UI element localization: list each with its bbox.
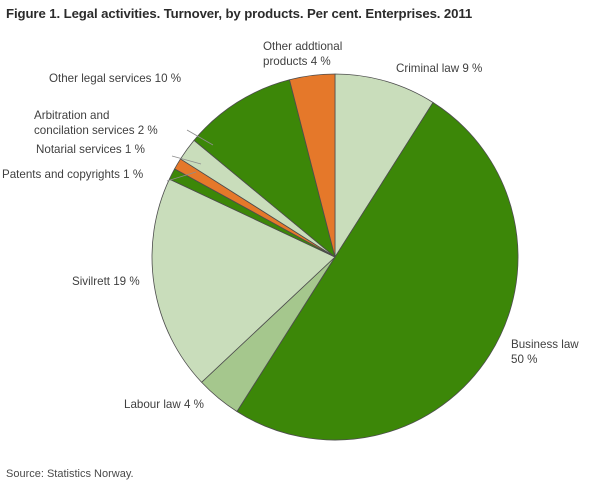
slice-label-arbitration: Arbitration and concilation services 2 % — [34, 109, 158, 137]
slice-label-labour-law: Labour law 4 % — [124, 398, 204, 411]
page-title: Figure 1. Legal activities. Turnover, by… — [6, 6, 473, 21]
leader-line-patents — [166, 171, 197, 182]
slice-label-notarial-services: Notarial services 1 % — [36, 143, 145, 156]
pie-slices-group: Criminal law 9 %Business law 50 %Labour … — [151, 73, 519, 441]
source-note: Source: Statistics Norway. — [6, 468, 134, 480]
slice-label-business-law: Business law 50 % — [511, 338, 579, 366]
pie-slice[interactable]: Sivilrett 19 % — [151, 178, 336, 383]
slice-label-sivilrett: Sivilrett 19 % — [72, 275, 140, 288]
slice-label-criminal-law: Criminal law 9 % — [396, 62, 483, 75]
pie-slice[interactable]: Other addtional products 4 % — [289, 73, 336, 258]
slice-label-other-additional-products: Other addtional products 4 % — [263, 40, 343, 68]
leader-line-notarial — [171, 155, 202, 165]
slice-label-patents-and-copyrights: Patents and copyrights 1 % — [2, 168, 144, 181]
pie-slice[interactable]: Criminal law 9 % — [334, 73, 434, 258]
pie-slice[interactable]: Business law 50 % — [236, 102, 519, 441]
slice-label-other-legal-services: Other legal services 10 % — [49, 72, 182, 85]
leader-line-arbitration — [186, 129, 214, 146]
leader-lines-group — [166, 129, 214, 182]
